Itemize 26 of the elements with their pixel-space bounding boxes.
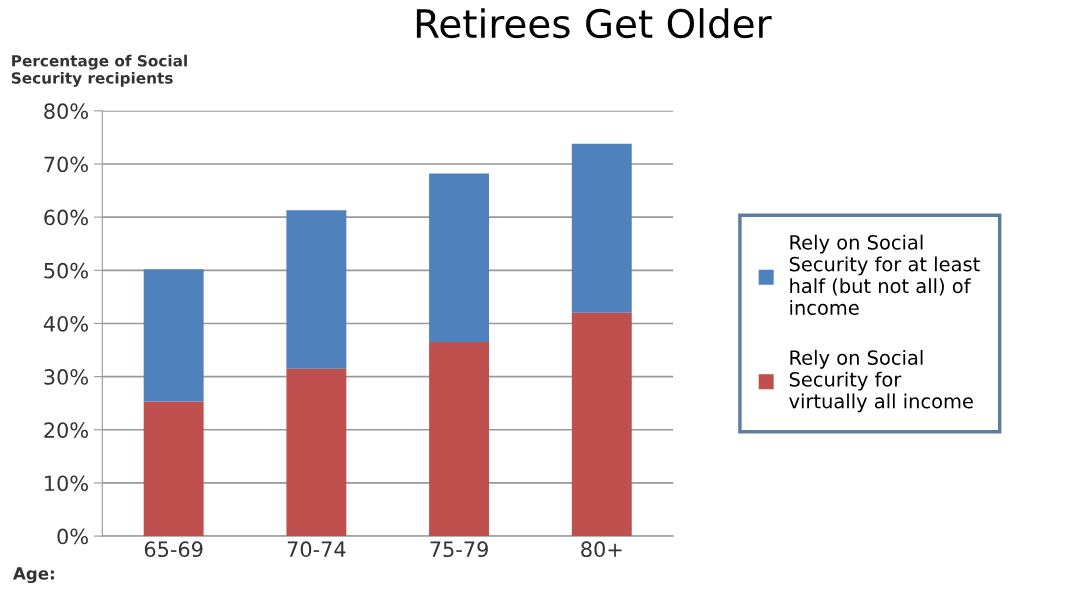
y-tick-label: 80% [44, 103, 88, 120]
x-axis-title: Age: [13, 567, 54, 584]
y-axis-title: Percentage of Social Security recipients [11, 54, 187, 87]
x-tick-label: 80+ [581, 541, 622, 558]
bar [429, 342, 490, 537]
x-tick-label: 70-74 [287, 541, 346, 558]
x-tick-label: 65-69 [144, 541, 203, 558]
bar [429, 173, 490, 343]
y-tick-label: 40% [43, 315, 88, 332]
bar [286, 210, 347, 369]
y-tick-label: 30% [44, 369, 88, 385]
y-tick-label: 0% [57, 528, 88, 545]
y-tick-label: 10% [45, 475, 88, 492]
bar [143, 269, 204, 402]
bar [143, 401, 204, 537]
chart-title: Retirees Get Older [416, 8, 772, 39]
y-tick-label: 60% [44, 209, 88, 226]
x-tick-label: 75-79 [430, 541, 488, 558]
legend-label: Rely on Social Security for virtually all income [789, 349, 973, 413]
bar [571, 312, 632, 537]
legend-label: Rely on Social Security for at least half (but not all) of income [789, 234, 980, 316]
bar [286, 368, 347, 537]
y-tick-label: 20% [44, 422, 88, 438]
y-tick-label: 50% [44, 262, 88, 279]
y-tick-label: 70% [44, 156, 88, 173]
bar [571, 143, 632, 313]
